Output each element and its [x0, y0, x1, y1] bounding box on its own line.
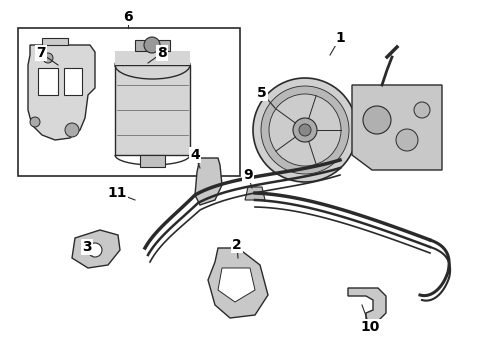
- Circle shape: [363, 106, 391, 134]
- Circle shape: [261, 86, 349, 174]
- Text: 7: 7: [36, 46, 46, 60]
- Polygon shape: [72, 230, 120, 268]
- Text: 5: 5: [257, 86, 267, 100]
- Polygon shape: [28, 45, 95, 140]
- Circle shape: [396, 129, 418, 151]
- Polygon shape: [348, 288, 386, 321]
- Text: 6: 6: [123, 10, 133, 24]
- Polygon shape: [135, 40, 170, 51]
- Polygon shape: [115, 51, 190, 65]
- Text: 1: 1: [335, 31, 345, 45]
- Circle shape: [65, 123, 79, 137]
- Polygon shape: [42, 38, 68, 45]
- Circle shape: [144, 37, 160, 53]
- Polygon shape: [195, 158, 222, 205]
- Text: 11: 11: [107, 186, 127, 200]
- Polygon shape: [352, 85, 442, 170]
- Polygon shape: [38, 68, 58, 95]
- Circle shape: [299, 124, 311, 136]
- Text: 9: 9: [243, 168, 253, 182]
- Circle shape: [269, 94, 341, 166]
- Polygon shape: [208, 248, 268, 318]
- Circle shape: [249, 187, 261, 199]
- Text: 10: 10: [360, 320, 380, 334]
- Text: 3: 3: [82, 240, 92, 254]
- Polygon shape: [245, 187, 265, 200]
- Circle shape: [88, 243, 102, 257]
- Circle shape: [253, 78, 357, 182]
- Circle shape: [43, 53, 53, 63]
- Circle shape: [414, 102, 430, 118]
- Text: 8: 8: [157, 46, 167, 60]
- Polygon shape: [64, 68, 82, 95]
- Polygon shape: [218, 268, 255, 302]
- Text: 2: 2: [232, 238, 242, 252]
- Polygon shape: [140, 155, 165, 167]
- Circle shape: [30, 117, 40, 127]
- Circle shape: [293, 118, 317, 142]
- Bar: [115, 65, 190, 155]
- Bar: [18, 28, 240, 176]
- Text: 4: 4: [190, 148, 200, 162]
